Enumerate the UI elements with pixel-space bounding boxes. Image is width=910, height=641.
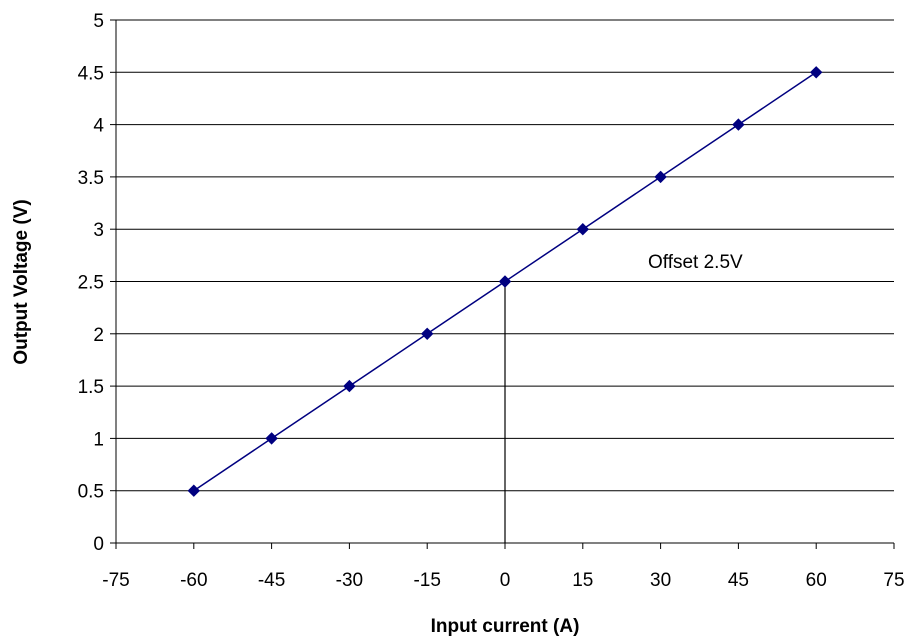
y-tick-label: 3 (93, 220, 104, 241)
data-point-marker (420, 327, 434, 341)
x-tick-label: -15 (413, 570, 440, 591)
data-point-marker (265, 432, 278, 445)
x-axis-title: Input current (A) (431, 616, 580, 637)
data-point-marker (809, 66, 823, 79)
offset-annotation: Offset 2.5V (648, 252, 743, 273)
data-point-marker (343, 379, 356, 393)
y-axis-title: Output Voltage (V) (11, 199, 32, 364)
y-tick-label: 0 (93, 534, 104, 555)
x-tick-label: 15 (572, 570, 593, 591)
y-tick-label: 0.5 (78, 482, 104, 503)
x-tick-label: 75 (883, 570, 904, 591)
x-tick-label: -45 (258, 570, 285, 591)
y-tick-label: 1 (93, 429, 104, 450)
data-point-marker (732, 118, 745, 131)
x-tick-label: 0 (500, 570, 511, 591)
data-point-marker (576, 222, 590, 236)
x-tick-label: -30 (336, 570, 363, 591)
x-tick-label: 45 (728, 570, 749, 591)
data-point-marker (187, 484, 201, 497)
y-tick-label: 4 (93, 116, 104, 137)
x-tick-label: 60 (806, 570, 827, 591)
tick-labels: 0 0.5 1 1.5 2 2.5 3 3.5 4 4.5 5 -75 -60 -45 -30 -15 0 15 3… (78, 11, 905, 591)
y-tick-label: 1.5 (78, 377, 104, 398)
y-tick-label: 2 (93, 325, 104, 346)
x-tick-label: -60 (180, 570, 207, 591)
y-tick-label: 5 (93, 11, 104, 32)
data-series (187, 66, 823, 497)
y-tick-label: 3.5 (78, 168, 104, 189)
x-tick-label: 30 (650, 570, 671, 591)
y-tick-label: 4.5 (78, 63, 104, 84)
y-tick-label: 2.5 (78, 273, 104, 294)
x-tick-label: -75 (102, 570, 129, 591)
data-point-marker (498, 275, 512, 288)
data-point-marker (654, 170, 667, 184)
